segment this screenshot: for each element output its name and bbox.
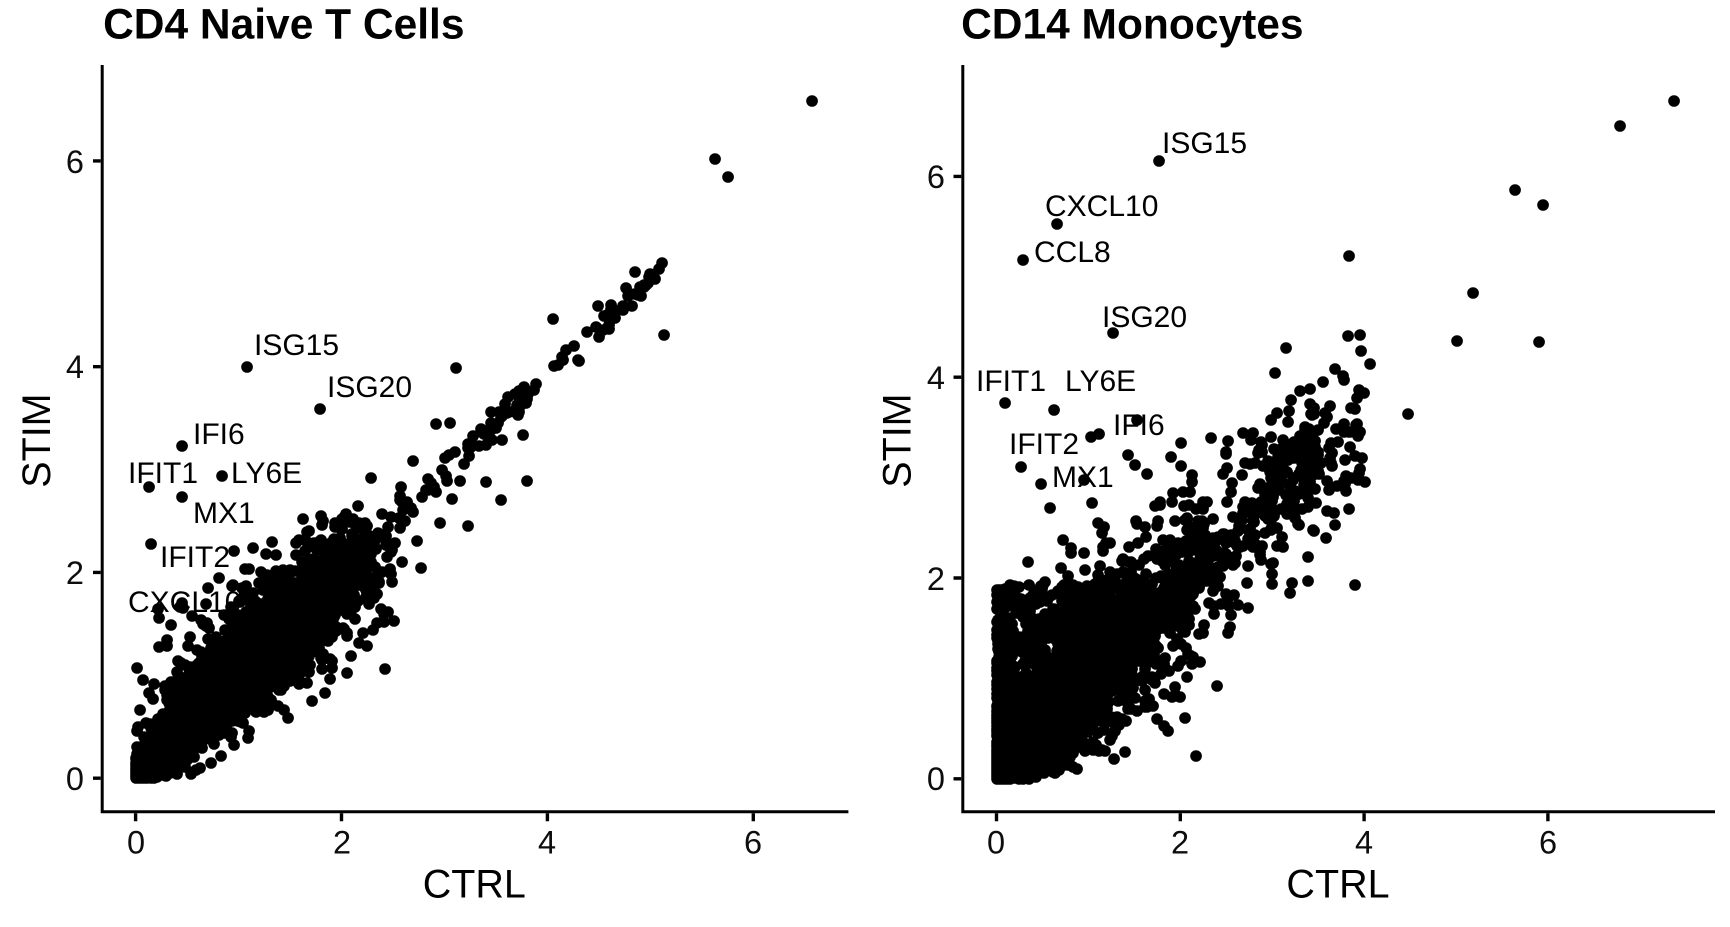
svg-text:CXCL10: CXCL10 [1045, 190, 1158, 223]
svg-text:IFI6: IFI6 [1113, 409, 1165, 442]
svg-text:MX1: MX1 [193, 497, 255, 530]
svg-text:LY6E: LY6E [231, 457, 302, 490]
svg-text:MX1: MX1 [1052, 461, 1114, 494]
svg-text:4: 4 [538, 825, 556, 861]
svg-text:4: 4 [1355, 825, 1373, 861]
svg-text:CXCL10: CXCL10 [128, 586, 241, 619]
svg-text:6: 6 [66, 144, 84, 180]
svg-text:IFIT1: IFIT1 [128, 457, 198, 490]
svg-text:IFI6: IFI6 [193, 418, 245, 451]
svg-text:IFIT1: IFIT1 [976, 365, 1046, 398]
svg-text:6: 6 [927, 159, 945, 195]
svg-text:ISG15: ISG15 [254, 329, 339, 362]
svg-text:2: 2 [66, 555, 84, 591]
svg-text:CD4 Naive T Cells: CD4 Naive T Cells [103, 1, 464, 48]
svg-text:2: 2 [927, 561, 945, 597]
svg-text:ISG15: ISG15 [1162, 127, 1247, 160]
svg-text:2: 2 [1171, 825, 1189, 861]
svg-text:0: 0 [987, 825, 1005, 861]
svg-text:4: 4 [927, 360, 945, 396]
svg-text:6: 6 [744, 825, 762, 861]
svg-text:IFIT2: IFIT2 [1009, 428, 1079, 461]
svg-text:ISG20: ISG20 [327, 371, 412, 404]
svg-text:CCL8: CCL8 [1034, 236, 1111, 269]
svg-text:LY6E: LY6E [1065, 365, 1136, 398]
svg-text:CTRL: CTRL [423, 863, 526, 907]
svg-text:6: 6 [1539, 825, 1557, 861]
svg-text:ISG20: ISG20 [1102, 301, 1187, 334]
svg-text:4: 4 [66, 349, 84, 385]
svg-text:CTRL: CTRL [1286, 863, 1389, 907]
svg-text:0: 0 [66, 761, 84, 797]
svg-text:2: 2 [333, 825, 351, 861]
svg-text:0: 0 [927, 761, 945, 797]
svg-text:0: 0 [127, 825, 145, 861]
svg-text:STIM: STIM [876, 393, 920, 487]
svg-text:STIM: STIM [15, 393, 59, 487]
svg-text:IFIT2: IFIT2 [160, 541, 230, 574]
svg-text:CD14 Monocytes: CD14 Monocytes [961, 1, 1303, 48]
